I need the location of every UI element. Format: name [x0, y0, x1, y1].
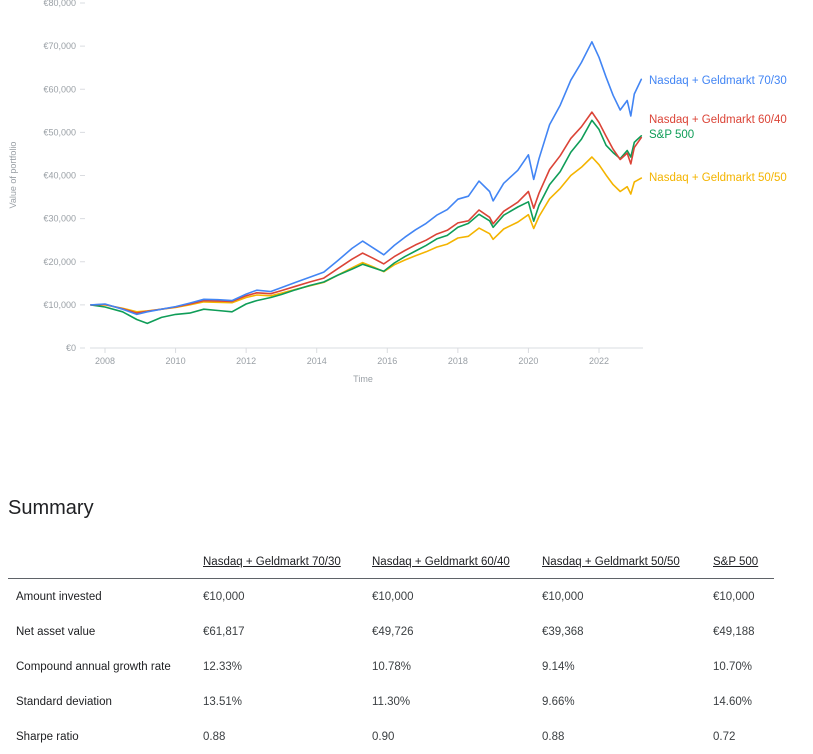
x-axis-ticks: 2008 2010 2012 2014 2016 2018 2020 2022 — [95, 348, 609, 366]
summary-header-corner — [8, 546, 203, 579]
table-cell: €49,726 — [372, 625, 414, 638]
summary-table: Nasdaq + Geldmarkt 70/30 Nasdaq + Geldma… — [8, 546, 774, 754]
x-tick-label: 2008 — [95, 356, 115, 366]
table-cell: €10,000 — [542, 590, 584, 603]
x-tick-label: 2020 — [518, 356, 538, 366]
series-label-nasdaq-geldmarkt-60-40: Nasdaq + Geldmarkt 60/40 — [649, 114, 787, 126]
summary-header-row: Nasdaq + Geldmarkt 70/30 Nasdaq + Geldma… — [8, 546, 774, 579]
row-label: Net asset value — [16, 625, 96, 638]
row-label: Compound annual growth rate — [16, 660, 171, 673]
table-cell: €49,188 — [713, 625, 755, 638]
table-cell: 13.51% — [203, 695, 243, 708]
series-line-nasdaq-geldmarkt-60-40 — [90, 111, 643, 314]
y-tick-label: €20,000 — [43, 257, 76, 267]
summary-header-cell[interactable]: S&P 500 — [713, 546, 774, 579]
y-tick-label: €60,000 — [43, 84, 76, 94]
table-cell: €10,000 — [372, 590, 414, 603]
row-label: Amount invested — [16, 590, 102, 603]
table-cell: €10,000 — [203, 590, 245, 603]
table-cell: 9.14% — [542, 660, 575, 673]
portfolio-line-chart: €0 €10,000 €20,000 €30,000 €40,000 €50,000 €60… — [8, 0, 787, 384]
x-tick-label: 2010 — [166, 356, 186, 366]
series-line-nasdaq-geldmarkt-50-50 — [90, 156, 643, 313]
x-tick-label: 2012 — [236, 356, 256, 366]
series-label-nasdaq-geldmarkt-70-30: Nasdaq + Geldmarkt 70/30 — [649, 75, 787, 87]
table-cell: 12.33% — [203, 660, 243, 673]
table-cell: €39,368 — [542, 625, 584, 638]
table-cell: 10.78% — [372, 660, 412, 673]
table-row: Sharpe ratio 0.88 0.90 0.88 0.72 — [8, 719, 774, 754]
header-link-nasdaq-50-50[interactable]: Nasdaq + Geldmarkt 50/50 — [542, 556, 680, 568]
x-tick-label: 2018 — [448, 356, 468, 366]
y-tick-label: €40,000 — [43, 171, 76, 181]
row-label: Standard deviation — [16, 695, 112, 708]
table-row: Standard deviation 13.51% 11.30% 9.66% 1… — [8, 684, 774, 719]
y-tick-label: €0 — [66, 343, 76, 353]
x-tick-label: 2022 — [589, 356, 609, 366]
header-link-sp500[interactable]: S&P 500 — [713, 556, 759, 568]
table-cell: 0.88 — [542, 730, 565, 743]
table-cell: 0.90 — [372, 730, 395, 743]
x-tick-label: 2016 — [377, 356, 397, 366]
table-cell: 11.30% — [372, 695, 411, 708]
series-label-nasdaq-geldmarkt-50-50: Nasdaq + Geldmarkt 50/50 — [649, 172, 787, 184]
x-axis-title: Time — [353, 374, 373, 384]
y-tick-label: €30,000 — [43, 214, 76, 224]
series-line-s-p-500 — [90, 119, 643, 325]
table-row: Amount invested €10,000 €10,000 €10,000 … — [8, 579, 774, 615]
series-line-nasdaq-geldmarkt-70-30 — [90, 41, 643, 316]
y-tick-label: €10,000 — [43, 300, 76, 310]
table-cell: 0.88 — [203, 730, 226, 743]
header-link-nasdaq-70-30[interactable]: Nasdaq + Geldmarkt 70/30 — [203, 556, 341, 568]
summary-title: Summary — [8, 497, 94, 519]
table-cell: 0.72 — [713, 730, 736, 743]
table-row: Compound annual growth rate 12.33% 10.78… — [8, 649, 774, 684]
summary-header-cell[interactable]: Nasdaq + Geldmarkt 70/30 — [203, 546, 372, 579]
table-cell: €10,000 — [713, 590, 755, 603]
table-cell: 10.70% — [713, 660, 753, 673]
series-lines — [90, 41, 643, 325]
series-label-s-p-500: S&P 500 — [649, 129, 694, 141]
table-cell: 14.60% — [713, 695, 753, 708]
series-end-labels: Nasdaq + Geldmarkt 70/30 Nasdaq + Geldmar… — [649, 75, 787, 184]
table-row: Net asset value €61,817 €49,726 €39,368 … — [8, 614, 774, 649]
summary-header-cell[interactable]: Nasdaq + Geldmarkt 50/50 — [542, 546, 713, 579]
table-cell: €61,817 — [203, 625, 245, 638]
table-cell: 9.66% — [542, 695, 575, 708]
y-tick-label: €80,000 — [43, 0, 76, 8]
x-tick-label: 2014 — [307, 356, 327, 366]
row-label: Sharpe ratio — [16, 730, 79, 743]
y-axis-title: Value of portfolio — [8, 142, 18, 209]
y-tick-label: €50,000 — [43, 127, 76, 137]
header-link-nasdaq-60-40[interactable]: Nasdaq + Geldmarkt 60/40 — [372, 556, 510, 568]
y-tick-label: €70,000 — [43, 41, 76, 51]
summary-header-cell[interactable]: Nasdaq + Geldmarkt 60/40 — [372, 546, 542, 579]
y-axis-ticks: €0 €10,000 €20,000 €30,000 €40,000 €50,000 €60… — [43, 0, 85, 353]
